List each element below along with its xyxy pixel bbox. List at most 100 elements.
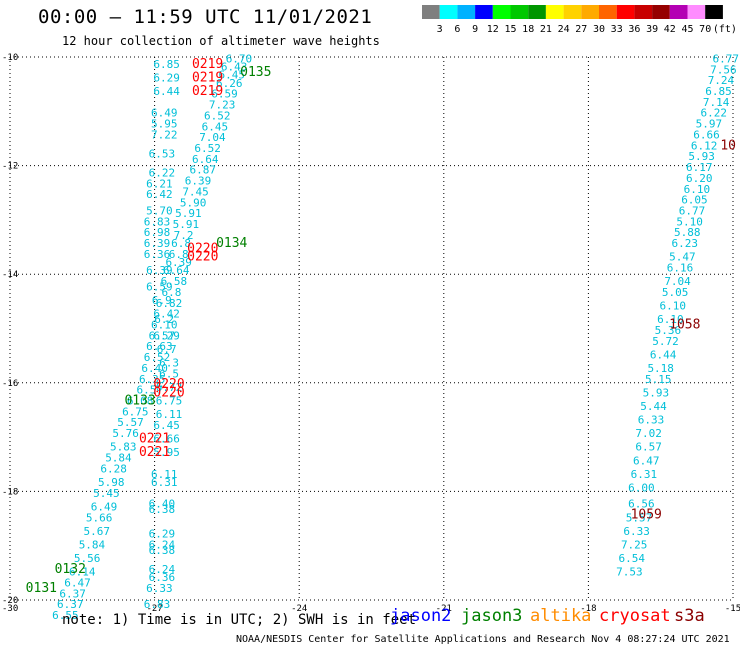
footer-note: note: 1) Time is in UTC; 2) SWH is in fe… bbox=[62, 612, 417, 628]
wave-height-value: 5.57 bbox=[117, 416, 144, 429]
wave-height-value: 5.70 bbox=[146, 204, 173, 217]
colorbar-swatch bbox=[457, 5, 476, 19]
wave-height-value: 6.31 bbox=[151, 476, 178, 489]
wave-height-value: 6.52 bbox=[144, 351, 171, 364]
wave-height-value: 5.66 bbox=[86, 511, 113, 524]
colorbar-swatch bbox=[581, 5, 599, 19]
wave-height-value: 6.59 bbox=[211, 88, 238, 101]
wave-height-value: 6.52 bbox=[204, 109, 231, 122]
colorbar-label: 12 bbox=[487, 24, 499, 35]
wave-height-value: 6.37 bbox=[57, 598, 84, 611]
wave-height-value: 6.44 bbox=[153, 85, 180, 98]
wave-height-value: 5.56 bbox=[74, 552, 101, 565]
colorbar-label: 15 bbox=[504, 24, 516, 35]
wave-height-value: 6.36 bbox=[144, 248, 171, 261]
wave-height-value: 6.45 bbox=[153, 419, 180, 432]
wave-height-value: 6.40 bbox=[149, 498, 176, 511]
wave-height-value: 6.70 bbox=[226, 52, 253, 65]
wave-height-value: 6.38 bbox=[149, 503, 176, 516]
wave-height-value: 6.39 bbox=[146, 264, 173, 277]
track-id-label: 0134 bbox=[216, 236, 247, 251]
colorbar-label: 36 bbox=[628, 24, 640, 35]
wave-height-value: 6.66 bbox=[153, 433, 180, 446]
wave-height-value: 6.8 bbox=[171, 237, 191, 250]
colorbar-label: 18 bbox=[522, 24, 534, 35]
colorbar-label: 42 bbox=[664, 24, 676, 35]
wave-height-value: 6.40 bbox=[141, 362, 168, 375]
y-tick-label: -20 bbox=[2, 596, 18, 606]
wave-height-value: 6.56 bbox=[628, 498, 655, 511]
wave-height-value: 6.37 bbox=[59, 587, 86, 600]
wave-height-value: 6.10 bbox=[657, 313, 684, 326]
mission-s3a: s3a bbox=[674, 606, 705, 626]
mission-altika: altika bbox=[530, 606, 592, 626]
colorbar-swatch bbox=[475, 5, 493, 19]
wave-height-value: 5.67 bbox=[84, 525, 111, 538]
colorbar-label: 27 bbox=[575, 24, 587, 35]
wave-height-value: 5.18 bbox=[647, 362, 674, 375]
wave-height-value: 6.54 bbox=[619, 552, 646, 565]
wave-height-value: 6.44 bbox=[650, 348, 677, 361]
track-id-label: 0220 bbox=[187, 241, 218, 256]
wave-height-value: 6.12 bbox=[691, 139, 718, 152]
wave-height-value: 6.64 bbox=[192, 153, 219, 166]
wave-height-value: 7.02 bbox=[635, 427, 662, 440]
wave-height-value: 6.58 bbox=[161, 275, 188, 288]
colorbar-label: 30 bbox=[593, 24, 605, 35]
wave-height-value: 6.77 bbox=[713, 52, 740, 65]
wave-height-value: 6.23 bbox=[672, 237, 699, 250]
x-tick-label: -27 bbox=[146, 604, 162, 614]
wave-height-value: 6.31 bbox=[631, 468, 658, 481]
wave-height-value: 5.98 bbox=[98, 476, 125, 489]
chart-subtitle: 12 hour collection of altimeter wave hei… bbox=[62, 34, 380, 48]
wave-height-value: 7.45 bbox=[182, 185, 209, 198]
wave-height-value: 6.83 bbox=[144, 598, 171, 611]
wave-height-value: 6.57 bbox=[149, 329, 176, 342]
colorbar-label: 70 bbox=[699, 24, 711, 35]
x-tick-label: -30 bbox=[2, 604, 18, 614]
wave-height-value: 7.24 bbox=[708, 74, 735, 87]
wave-height-value: 5.93 bbox=[688, 150, 715, 163]
colorbar-swatch bbox=[652, 5, 670, 19]
wave-height-value: 6.26 bbox=[216, 77, 243, 90]
wave-height-value: 6.49 bbox=[151, 107, 178, 120]
wave-height-value: 6.00 bbox=[628, 481, 655, 494]
x-tick-label: -21 bbox=[436, 604, 452, 614]
wave-height-value: 7.04 bbox=[199, 131, 226, 144]
y-tick-label: -18 bbox=[2, 487, 18, 497]
colorbar-swatch bbox=[669, 5, 688, 19]
wave-height-value: 6.42 bbox=[146, 188, 173, 201]
colorbar-swatch bbox=[634, 5, 653, 19]
wave-height-value: 6.14 bbox=[69, 566, 96, 579]
colorbar-swatch bbox=[439, 5, 458, 19]
wave-height-value: 7.53 bbox=[616, 566, 643, 579]
wave-height-value: 6.36 bbox=[149, 571, 176, 584]
wave-height-value: 6.53 bbox=[149, 147, 176, 160]
wave-height-value: 6.63 bbox=[146, 340, 173, 353]
track-id-label: 1059 bbox=[631, 508, 662, 523]
colorbar-label: 6 bbox=[454, 24, 460, 35]
wave-height-value: 6.66 bbox=[693, 128, 720, 141]
wave-height-value: 5.91 bbox=[175, 207, 202, 220]
track-id-label: 0135 bbox=[240, 65, 271, 80]
wave-height-value: 6.82 bbox=[156, 297, 183, 310]
wave-height-value: 6.3 bbox=[159, 357, 179, 370]
colorbar-swatch bbox=[492, 5, 511, 19]
wave-height-value: 5.72 bbox=[652, 335, 679, 348]
wave-height-value: 5.90 bbox=[180, 196, 207, 209]
wave-height-value: 5.57 bbox=[626, 511, 653, 524]
credit-line: NOAA/NESDIS Center for Satellite Applica… bbox=[236, 634, 730, 645]
track-id-label: 0221 bbox=[139, 445, 170, 460]
wave-height-value: 7.56 bbox=[710, 63, 737, 76]
wave-height-value: 6.24 bbox=[149, 538, 176, 551]
wave-height-value: 6.98 bbox=[144, 226, 171, 239]
colorbar-swatch bbox=[528, 5, 546, 19]
colorbar-label: 33 bbox=[611, 24, 623, 35]
wave-height-value: 7.25 bbox=[621, 538, 648, 551]
wave-height-value: 5.88 bbox=[674, 226, 701, 239]
wave-height-value: 6.5 bbox=[159, 367, 179, 380]
colorbar-legend: 3 6 9 12 15 18 21 24 27 30 33 36 39 42 45 70 (ft) bbox=[422, 5, 737, 35]
wave-height-value: 6.9 bbox=[152, 294, 172, 307]
mission-cryosat: cryosat bbox=[599, 606, 671, 626]
wave-height-value: 7.04 bbox=[664, 275, 691, 288]
